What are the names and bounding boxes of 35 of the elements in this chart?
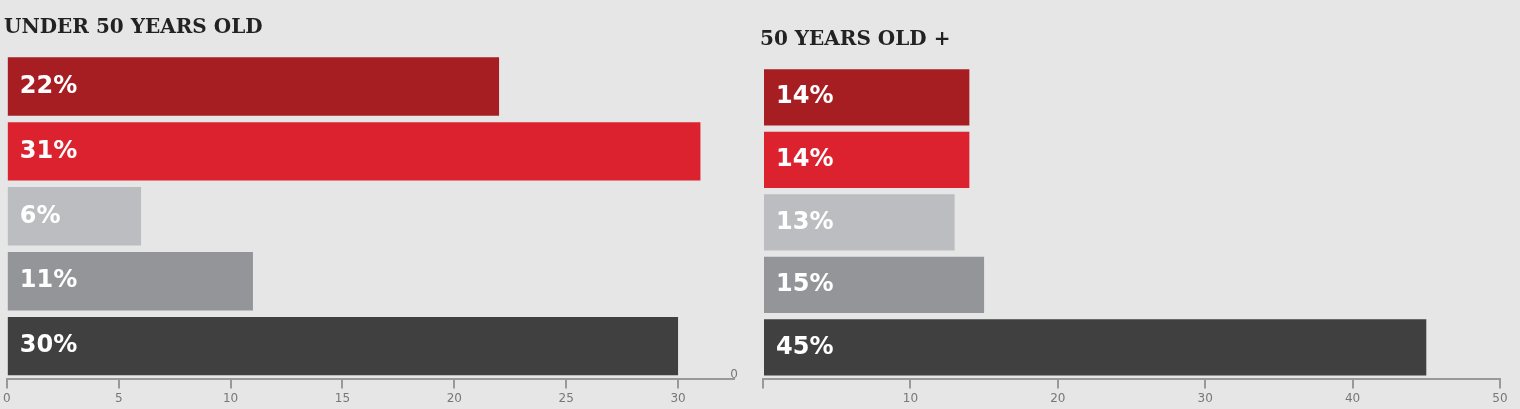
chart-title: UNDER 50 YEARS OLD xyxy=(4,14,263,39)
x-tick-label: 10 xyxy=(902,390,919,405)
data-label: 31% xyxy=(19,135,78,164)
x-tick-label: 10 xyxy=(222,390,239,405)
x-tick-label: 40 xyxy=(1344,390,1361,405)
data-label: 45% xyxy=(776,331,834,360)
data-label: 6% xyxy=(19,200,61,229)
bar xyxy=(764,319,1427,376)
data-label: 13% xyxy=(776,206,834,235)
x-tick-label: 20 xyxy=(446,390,462,405)
bar xyxy=(7,187,142,246)
data-label: 30% xyxy=(19,330,78,359)
data-label: 15% xyxy=(776,269,834,298)
bar xyxy=(7,57,500,116)
x-tick-label: 20 xyxy=(1050,390,1066,405)
bar xyxy=(764,194,955,251)
chart-title: 50 YEARS OLD + xyxy=(760,26,951,51)
x-tick-label: 0 xyxy=(3,390,11,405)
x-tick-label: 25 xyxy=(558,390,574,405)
data-label: 22% xyxy=(19,70,78,99)
bar xyxy=(764,69,970,126)
x-tick-label: 30 xyxy=(1197,390,1213,405)
annotation: 0 xyxy=(730,366,738,381)
bar xyxy=(764,256,985,313)
x-tick-label: 5 xyxy=(114,390,123,405)
x-tick-label: 30 xyxy=(670,390,686,405)
x-tick-label: 15 xyxy=(334,390,351,405)
bar xyxy=(7,122,701,181)
data-label: 14% xyxy=(776,144,834,173)
x-tick-label: 50 xyxy=(1492,390,1508,405)
data-label: 11% xyxy=(19,265,78,294)
bar xyxy=(7,316,679,376)
bar xyxy=(764,131,970,188)
data-label: 14% xyxy=(776,81,834,110)
bar xyxy=(7,252,253,311)
